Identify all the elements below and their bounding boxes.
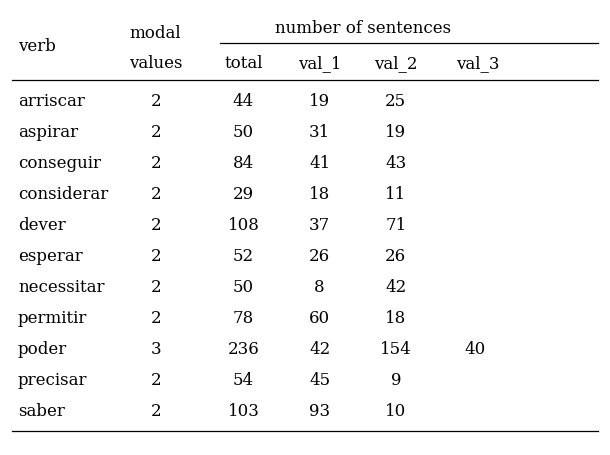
Text: val_2: val_2 bbox=[374, 55, 417, 72]
Text: 2: 2 bbox=[150, 402, 161, 419]
Text: 50: 50 bbox=[233, 123, 254, 141]
Text: 37: 37 bbox=[309, 217, 330, 233]
Text: 54: 54 bbox=[233, 371, 254, 388]
Text: 42: 42 bbox=[385, 278, 406, 295]
Text: aspirar: aspirar bbox=[18, 123, 78, 141]
Text: 2: 2 bbox=[150, 92, 161, 110]
Text: number of sentences: number of sentences bbox=[276, 20, 451, 37]
Text: considerar: considerar bbox=[18, 186, 109, 202]
Text: 60: 60 bbox=[309, 309, 330, 326]
Text: 236: 236 bbox=[228, 340, 259, 357]
Text: 31: 31 bbox=[309, 123, 330, 141]
Text: 2: 2 bbox=[150, 248, 161, 264]
Text: values: values bbox=[129, 55, 182, 72]
Text: 19: 19 bbox=[385, 123, 406, 141]
Text: 43: 43 bbox=[385, 155, 406, 172]
Text: 26: 26 bbox=[385, 248, 406, 264]
Text: 2: 2 bbox=[150, 217, 161, 233]
Text: 84: 84 bbox=[233, 155, 254, 172]
Text: 103: 103 bbox=[228, 402, 259, 419]
Text: 52: 52 bbox=[233, 248, 254, 264]
Text: 8: 8 bbox=[314, 278, 325, 295]
Text: necessitar: necessitar bbox=[18, 278, 104, 295]
Text: precisar: precisar bbox=[18, 371, 88, 388]
Text: 154: 154 bbox=[380, 340, 412, 357]
Text: 50: 50 bbox=[233, 278, 254, 295]
Text: verb: verb bbox=[18, 38, 56, 55]
Text: 19: 19 bbox=[309, 92, 330, 110]
Text: poder: poder bbox=[18, 340, 67, 357]
Text: 2: 2 bbox=[150, 123, 161, 141]
Text: esperar: esperar bbox=[18, 248, 83, 264]
Text: 3: 3 bbox=[150, 340, 161, 357]
Text: permitir: permitir bbox=[18, 309, 87, 326]
Text: val_1: val_1 bbox=[298, 55, 342, 72]
Text: 10: 10 bbox=[385, 402, 406, 419]
Text: arriscar: arriscar bbox=[18, 92, 85, 110]
Text: 2: 2 bbox=[150, 278, 161, 295]
Text: 11: 11 bbox=[385, 186, 406, 202]
Text: 29: 29 bbox=[233, 186, 254, 202]
Text: 2: 2 bbox=[150, 309, 161, 326]
Text: saber: saber bbox=[18, 402, 65, 419]
Text: 45: 45 bbox=[309, 371, 330, 388]
Text: 18: 18 bbox=[309, 186, 330, 202]
Text: 40: 40 bbox=[464, 340, 486, 357]
Text: val_3: val_3 bbox=[456, 55, 500, 72]
Text: 93: 93 bbox=[309, 402, 330, 419]
Text: 2: 2 bbox=[150, 186, 161, 202]
Text: 2: 2 bbox=[150, 371, 161, 388]
Text: 44: 44 bbox=[233, 92, 254, 110]
Text: 18: 18 bbox=[385, 309, 406, 326]
Text: dever: dever bbox=[18, 217, 66, 233]
Text: 42: 42 bbox=[309, 340, 330, 357]
Text: 25: 25 bbox=[385, 92, 406, 110]
Text: 71: 71 bbox=[385, 217, 406, 233]
Text: 9: 9 bbox=[390, 371, 401, 388]
Text: 2: 2 bbox=[150, 155, 161, 172]
Text: 78: 78 bbox=[233, 309, 254, 326]
Text: total: total bbox=[224, 55, 263, 72]
Text: 108: 108 bbox=[228, 217, 259, 233]
Text: 41: 41 bbox=[309, 155, 330, 172]
Text: conseguir: conseguir bbox=[18, 155, 101, 172]
Text: modal: modal bbox=[130, 25, 182, 41]
Text: 26: 26 bbox=[309, 248, 330, 264]
